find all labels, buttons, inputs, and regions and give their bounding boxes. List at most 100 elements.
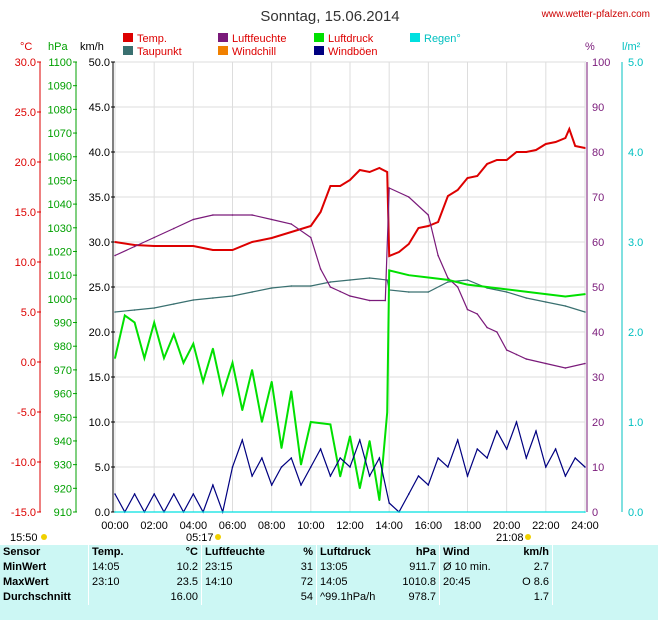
tick-label-pressure: 910: [54, 507, 72, 519]
stats-temp-time: [88, 590, 155, 605]
tick-label-wind: 10.0: [89, 417, 110, 429]
legend-label-humidity: Luftfeuchte: [232, 33, 286, 45]
data-point: [525, 290, 528, 293]
data-point: [319, 211, 322, 213]
data-point: [221, 392, 224, 395]
tick-label-wind: 35.0: [89, 192, 110, 204]
data-point: [310, 236, 312, 239]
data-point: [584, 147, 586, 149]
stats-row-label: MaxWert: [3, 576, 49, 588]
legend: Temp. Taupunkt Luftfeuchte Windchill Luf…: [123, 33, 461, 58]
data-point: [408, 196, 410, 198]
data-point: [427, 291, 430, 293]
stats-header-pressure: Luftdruck: [316, 545, 393, 560]
data-point: [329, 281, 332, 283]
data-point: [496, 159, 498, 161]
stats-hum-time: 23:15: [201, 560, 280, 575]
tick-label-wind: 20.0: [89, 327, 110, 339]
data-point: [153, 245, 155, 247]
tick-label-humidity: 90: [592, 102, 604, 114]
site-link[interactable]: www.wetter-pfalzen.com: [541, 9, 650, 20]
data-point: [525, 297, 528, 299]
data-point: [486, 286, 488, 288]
data-point: [486, 326, 488, 329]
data-point: [505, 159, 508, 161]
tick-label-temp: 5.0: [21, 307, 36, 319]
data-point: [163, 357, 165, 359]
stats-row-max: MaxWert 23:10 23.5 14:10 72 14:05 1010.8…: [0, 575, 658, 590]
data-point: [447, 277, 449, 279]
data-point: [212, 297, 214, 299]
data-point: [143, 357, 146, 359]
data-point: [202, 380, 204, 383]
stats-hum-value: 72: [300, 576, 313, 588]
data-point: [270, 237, 273, 239]
data-point: [192, 493, 195, 495]
weather-chart: Sonntag, 15.06.2014 www.wetter-pfalzen.c…: [10, 8, 650, 544]
data-point: [251, 291, 253, 293]
data-point: [466, 308, 469, 311]
tick-label-temp: 0.0: [21, 357, 36, 369]
stats-header-humidity: Luftfeuchte: [201, 545, 280, 560]
data-point: [359, 487, 361, 490]
tick-label-temp: -15.0: [11, 507, 36, 519]
legend-swatch-gusts: [314, 46, 324, 55]
data-point: [212, 214, 214, 216]
data-point: [525, 457, 528, 459]
x-tick-label: 14:00: [375, 520, 403, 532]
tick-label-rain: 5.0: [628, 57, 643, 69]
tick-label-pressure: 1090: [48, 81, 72, 93]
data-point: [447, 466, 449, 468]
tick-label-pressure: 1020: [48, 246, 72, 258]
data-point: [251, 241, 253, 243]
data-point: [114, 241, 116, 243]
data-point: [505, 288, 508, 291]
stats-pres-value: 911.7: [409, 561, 436, 573]
tick-label-pressure: 980: [54, 341, 72, 353]
tick-label-wind: 40.0: [89, 147, 110, 159]
data-point: [349, 279, 351, 281]
unit-temp: °C: [20, 41, 32, 53]
axes: 30.0 25.0 20.0 15.0 10.0 5.0 0.0 -5.0 -10.0 -15.0…: [11, 57, 643, 519]
legend-swatch-pressure: [314, 33, 324, 42]
data-point: [574, 457, 576, 459]
data-point: [329, 423, 332, 426]
data-point: [231, 295, 234, 297]
tick-label-humidity: 100: [592, 57, 610, 69]
data-point: [212, 484, 214, 486]
chart-title: Sonntag, 15.06.2014: [260, 8, 399, 25]
data-point: [280, 466, 283, 468]
data-point: [545, 301, 547, 303]
tick-label-pressure: 1080: [48, 104, 72, 116]
data-point: [349, 295, 351, 297]
data-point: [133, 493, 136, 495]
stats-temp-time: 14:05: [88, 560, 155, 575]
stats-header-pressure-unit: hPa: [415, 546, 436, 558]
data-point: [192, 218, 195, 221]
tick-label-humidity: 80: [592, 147, 604, 159]
stats-row-min: MinWert 14:05 10.2 23:15 31 13:05 911.7 …: [0, 560, 658, 575]
legend-label-rain: Regen°: [424, 33, 461, 45]
data-point: [408, 493, 410, 495]
tick-label-pressure: 1070: [48, 128, 72, 140]
data-point: [447, 281, 449, 283]
data-point: [378, 499, 381, 502]
data-point: [496, 331, 498, 333]
stats-header-temp: Temp.: [88, 545, 155, 560]
data-point: [505, 349, 508, 351]
data-point: [290, 457, 293, 459]
stats-wind-value: 1.7: [533, 591, 549, 603]
tick-label-pressure: 960: [54, 389, 72, 401]
legend-swatch-rain: [410, 33, 420, 42]
tick-label-pressure: 1000: [48, 294, 72, 306]
stats-panel: Sensor Temp. °C Luftfeuchte % Luftdruck …: [0, 545, 658, 620]
data-point: [192, 299, 195, 301]
tick-label-pressure: 950: [54, 412, 72, 424]
data-point: [368, 475, 371, 477]
data-point: [564, 137, 567, 139]
tick-label-temp: -10.0: [11, 457, 36, 469]
data-point: [545, 293, 547, 295]
data-point: [564, 475, 567, 477]
data-point: [153, 493, 155, 495]
data-point: [476, 448, 479, 450]
